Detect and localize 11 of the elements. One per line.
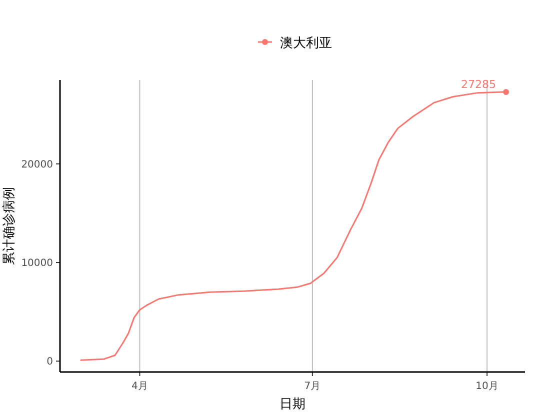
- data-label: 27285: [461, 78, 496, 91]
- x-tick-label: 10月: [476, 381, 498, 392]
- x-axis-title: 日期: [280, 397, 306, 412]
- legend: 澳大利亚: [258, 36, 332, 51]
- y-tick-label: 20000: [21, 159, 53, 170]
- legend-label: 澳大利亚: [280, 36, 332, 51]
- y-tick-label: 10000: [21, 258, 53, 269]
- x-tick-label: 7月: [304, 381, 321, 392]
- y-axis-title: 累计确诊病例: [2, 187, 17, 265]
- y-tick-label: 0: [46, 356, 53, 368]
- x-tick-label: 4月: [132, 381, 148, 392]
